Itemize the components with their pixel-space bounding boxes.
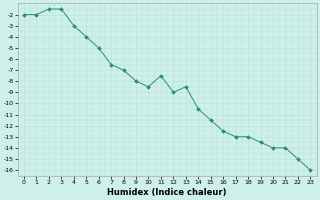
X-axis label: Humidex (Indice chaleur): Humidex (Indice chaleur) <box>108 188 227 197</box>
